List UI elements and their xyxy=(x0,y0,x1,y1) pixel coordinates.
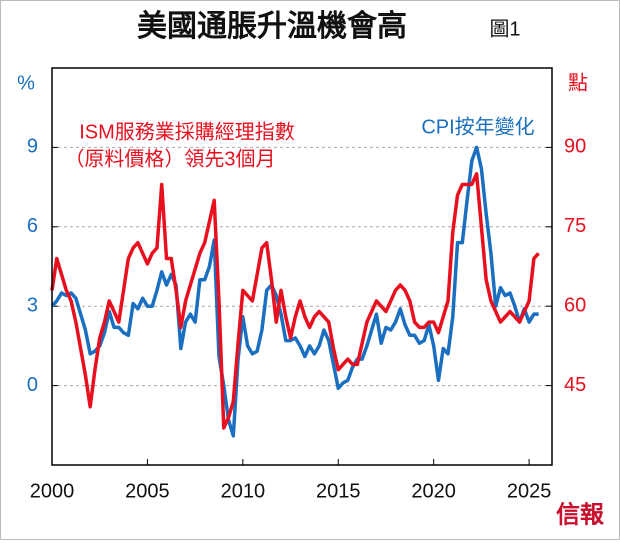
series-line xyxy=(50,145,539,438)
y2-tick-label: 90 xyxy=(564,136,586,158)
y2-tick-label: 45 xyxy=(564,374,586,396)
x-tick-label: 2015 xyxy=(316,480,361,502)
y2-axis-label: 點 xyxy=(568,71,588,94)
y-axis-label: % xyxy=(17,72,35,94)
series-label: CPI按年變化 xyxy=(421,115,534,138)
y-tick-label: 9 xyxy=(27,136,38,158)
x-tick-label: 2020 xyxy=(411,480,456,502)
x-tick-label: 2005 xyxy=(125,480,170,502)
x-tick-label: 2025 xyxy=(507,480,552,502)
y-tick-label: 3 xyxy=(27,294,38,316)
x-tick-label: 2000 xyxy=(30,480,75,502)
y2-tick-label: 75 xyxy=(564,215,586,237)
plot-border xyxy=(51,67,553,466)
series-label: ISM服務業採購經理指數 xyxy=(79,120,295,143)
x-tick-label: 2010 xyxy=(221,480,266,502)
series-line xyxy=(50,172,540,430)
figure-label: 圖1 xyxy=(489,18,520,40)
chart-title: 美國通脹升溫機會高 xyxy=(137,9,407,43)
y2-tick-label: 60 xyxy=(564,294,586,316)
y-tick-label: 6 xyxy=(27,215,38,237)
series-label-note: （原料價格）領先3個月 xyxy=(64,147,275,170)
source-logo: 信報 xyxy=(556,500,605,529)
y-tick-label: 0 xyxy=(27,374,38,396)
